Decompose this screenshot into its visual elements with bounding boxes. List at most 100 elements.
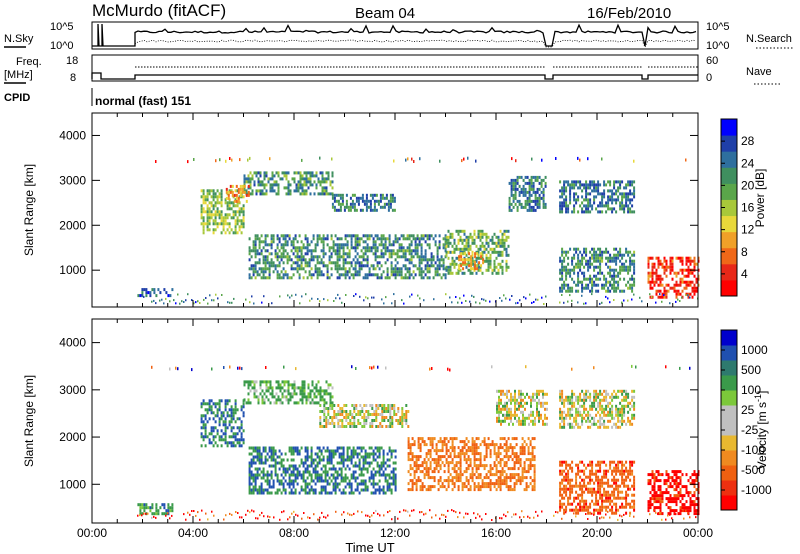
echo-cell xyxy=(342,264,345,268)
echo-cell xyxy=(348,491,351,495)
echo-cell xyxy=(330,273,333,277)
echo-cell xyxy=(647,280,650,284)
echo-cell xyxy=(571,210,574,214)
echo-cell xyxy=(317,389,320,393)
echo-cell xyxy=(661,262,664,266)
echo-cell xyxy=(315,383,318,387)
echo-cell xyxy=(625,259,628,263)
echo-cell xyxy=(595,183,598,187)
echo-cell xyxy=(437,470,440,474)
echo-cell xyxy=(495,235,498,239)
echo-cell xyxy=(631,192,634,196)
echo-cell xyxy=(501,235,504,239)
echo-cell xyxy=(283,389,286,393)
echo-cell xyxy=(379,196,382,200)
echo-cell xyxy=(514,401,516,405)
echo-cell xyxy=(224,438,227,442)
echo-cell xyxy=(345,419,348,422)
echo-cell xyxy=(459,238,462,242)
echo-cell xyxy=(285,192,288,196)
echo-cell xyxy=(342,461,345,465)
echo-cell xyxy=(631,274,634,278)
echo-cell xyxy=(220,411,223,415)
echo-cell xyxy=(505,455,508,459)
echo-cell xyxy=(433,449,436,453)
echo-cell xyxy=(340,255,343,259)
echo-cell xyxy=(346,458,349,462)
echo-cell xyxy=(349,196,352,200)
echo-cell xyxy=(322,273,325,277)
echo-cell xyxy=(220,195,223,199)
echo-cell xyxy=(407,470,410,474)
echo-cell xyxy=(591,183,594,187)
echo-cell xyxy=(319,410,322,413)
echo-cell xyxy=(579,250,582,254)
echo-cell xyxy=(508,416,510,420)
echo-cell xyxy=(268,243,271,247)
echo-cell xyxy=(500,410,502,414)
echo-cell xyxy=(254,267,257,271)
echo-cell xyxy=(595,289,598,293)
echo-cell xyxy=(253,392,256,396)
echo-cell xyxy=(382,237,385,241)
echo-cell xyxy=(506,389,508,393)
echo-cell xyxy=(283,174,286,178)
echo-cell xyxy=(375,193,378,197)
echo-cell xyxy=(401,419,404,422)
echo-cell xyxy=(278,479,281,483)
echo-cell xyxy=(224,426,227,430)
echo-cell xyxy=(531,301,533,304)
echo-cell xyxy=(437,449,440,453)
echo-cell xyxy=(457,271,460,275)
echo-cell xyxy=(325,416,328,419)
echo-cell xyxy=(320,261,323,265)
echo-cell xyxy=(465,437,468,441)
echo-cell xyxy=(437,488,440,492)
echo-cell xyxy=(613,192,616,196)
echo-cell xyxy=(571,186,574,190)
echo-cell xyxy=(687,274,690,278)
echo-cell xyxy=(291,392,294,396)
echo-cell xyxy=(342,458,345,462)
echo-cell xyxy=(665,259,668,263)
echo-cell xyxy=(348,485,351,489)
echo-cell xyxy=(360,473,363,477)
echo-cell xyxy=(323,416,326,419)
echo-cell xyxy=(561,286,564,290)
echo-cell xyxy=(202,219,205,223)
echo-cell xyxy=(305,398,308,402)
echo-cell xyxy=(372,237,375,241)
echo-cell xyxy=(242,219,245,223)
echo-cell xyxy=(214,414,217,418)
echo-cell xyxy=(424,255,427,259)
echo-cell xyxy=(171,503,174,507)
echo-cell xyxy=(510,407,512,411)
echo-cell xyxy=(302,258,305,262)
echo-cell xyxy=(561,274,564,278)
echo-cell xyxy=(371,407,374,410)
echo-cell xyxy=(661,292,664,296)
echo-cell xyxy=(380,252,383,256)
echo-cell xyxy=(260,482,263,486)
echo-cell xyxy=(499,461,502,465)
echo-cell xyxy=(515,302,517,305)
echo-cell xyxy=(236,210,239,214)
echo-cell xyxy=(250,458,253,462)
echo-cell xyxy=(234,228,237,232)
echo-cell xyxy=(228,189,231,193)
echo-cell xyxy=(593,186,596,190)
echo-cell xyxy=(589,256,592,260)
echo-cell xyxy=(528,208,531,212)
echo-cell xyxy=(411,157,413,161)
echo-cell xyxy=(538,205,541,209)
echo-cell xyxy=(149,291,152,295)
echo-cell xyxy=(338,446,341,450)
echo-cell xyxy=(324,467,327,471)
echo-cell xyxy=(248,267,251,271)
echo-cell xyxy=(559,286,562,290)
echo-cell xyxy=(356,237,359,241)
echo-cell xyxy=(426,276,429,280)
echo-cell xyxy=(226,213,229,217)
echo-cell xyxy=(380,473,383,477)
echo-cell xyxy=(589,180,592,184)
